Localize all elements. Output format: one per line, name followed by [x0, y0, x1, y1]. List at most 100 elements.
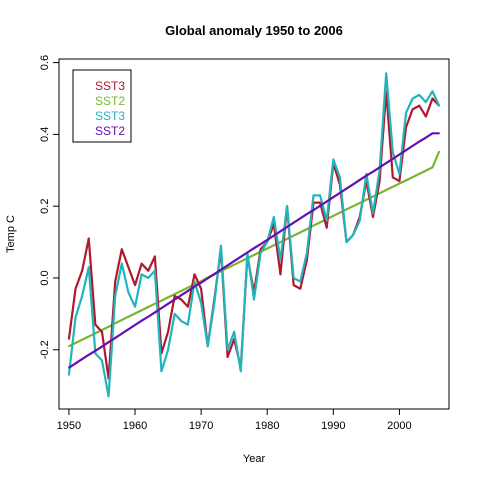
- data-point: [398, 153, 401, 156]
- data-point: [114, 337, 117, 339]
- data-point: [239, 370, 242, 373]
- data-point: [332, 158, 335, 161]
- data-point: [186, 305, 189, 308]
- data-point: [140, 309, 143, 312]
- data-point: [385, 72, 388, 75]
- data-point: [358, 202, 361, 204]
- data-point: [325, 200, 328, 203]
- data-point: [372, 195, 374, 198]
- y-tick-label: 0.6: [39, 55, 51, 70]
- data-point: [418, 104, 421, 107]
- data-point: [305, 251, 308, 254]
- data-point: [431, 132, 434, 135]
- data-point: [233, 330, 236, 333]
- data-point: [74, 362, 77, 365]
- data-point: [239, 255, 242, 258]
- data-point: [339, 211, 341, 214]
- data-point: [352, 233, 355, 236]
- data-point: [292, 234, 295, 237]
- data-point: [424, 169, 427, 172]
- data-point: [286, 237, 288, 240]
- data-point: [332, 214, 335, 217]
- data-point: [193, 273, 196, 276]
- data-point: [81, 269, 84, 272]
- data-point: [127, 266, 130, 269]
- data-point: [68, 373, 70, 376]
- data-point: [233, 263, 236, 266]
- data-point: [259, 251, 262, 254]
- data-point: [173, 312, 176, 315]
- data-point: [319, 201, 322, 204]
- data-point: [378, 169, 381, 172]
- data-point: [292, 284, 295, 287]
- data-point: [74, 287, 77, 290]
- data-point: [173, 298, 176, 301]
- data-point: [87, 266, 90, 269]
- legend-entry-4: SST2: [95, 124, 125, 138]
- data-point: [114, 322, 117, 325]
- data-point: [305, 213, 308, 215]
- data-point: [438, 104, 440, 107]
- data-point: [101, 359, 103, 362]
- data-point: [372, 212, 374, 215]
- data-point: [206, 277, 209, 280]
- y-tick-label: 0.4: [39, 127, 51, 142]
- data-point: [180, 320, 183, 322]
- data-point: [259, 248, 262, 251]
- data-point: [365, 198, 368, 201]
- data-point: [319, 204, 322, 207]
- data-point: [332, 196, 335, 199]
- data-point: [167, 302, 169, 305]
- data-point: [266, 241, 269, 243]
- data-point: [385, 189, 388, 191]
- data-point: [186, 323, 189, 326]
- data-point: [134, 305, 136, 308]
- data-point: [94, 352, 97, 355]
- data-point: [114, 295, 117, 297]
- data-point: [120, 319, 123, 321]
- data-point: [81, 295, 84, 297]
- data-point: [299, 231, 302, 234]
- x-axis-label: Year: [243, 453, 266, 465]
- data-point: [391, 151, 394, 154]
- legend-box: [72, 69, 132, 143]
- data-point: [253, 298, 255, 301]
- y-tick-label: 0.2: [39, 199, 51, 214]
- data-point: [345, 241, 348, 243]
- chart-title: Global anomaly 1950 to 2006: [165, 23, 343, 38]
- data-point: [398, 180, 401, 182]
- x-tick-label: 1950: [57, 420, 81, 432]
- data-point: [81, 358, 84, 361]
- data-point: [299, 217, 302, 220]
- data-point: [87, 335, 90, 338]
- data-point: [239, 260, 242, 263]
- data-point: [167, 330, 169, 333]
- y-tick-label: -0.2: [39, 340, 51, 359]
- data-point: [134, 324, 136, 326]
- data-point: [405, 111, 407, 114]
- data-point: [220, 244, 222, 247]
- legend-entry-3: SST3: [95, 109, 125, 123]
- data-point: [94, 323, 97, 326]
- data-point: [378, 192, 381, 195]
- data-point: [200, 302, 203, 305]
- data-point: [167, 296, 169, 299]
- data-point: [299, 287, 302, 290]
- data-point: [101, 330, 103, 333]
- data-point: [107, 341, 110, 344]
- data-point: [140, 319, 143, 322]
- data-point: [200, 281, 203, 284]
- data-point: [411, 176, 414, 179]
- y-axis: -0.2 0.0 0.2 0.4 0.6: [39, 55, 59, 359]
- data-point: [68, 338, 70, 340]
- data-point: [186, 289, 189, 292]
- data-point: [173, 295, 176, 297]
- data-point: [94, 349, 97, 352]
- data-point: [405, 149, 407, 152]
- data-point: [272, 216, 275, 218]
- data-point: [372, 170, 374, 173]
- data-point: [266, 239, 269, 241]
- data-point: [398, 182, 401, 185]
